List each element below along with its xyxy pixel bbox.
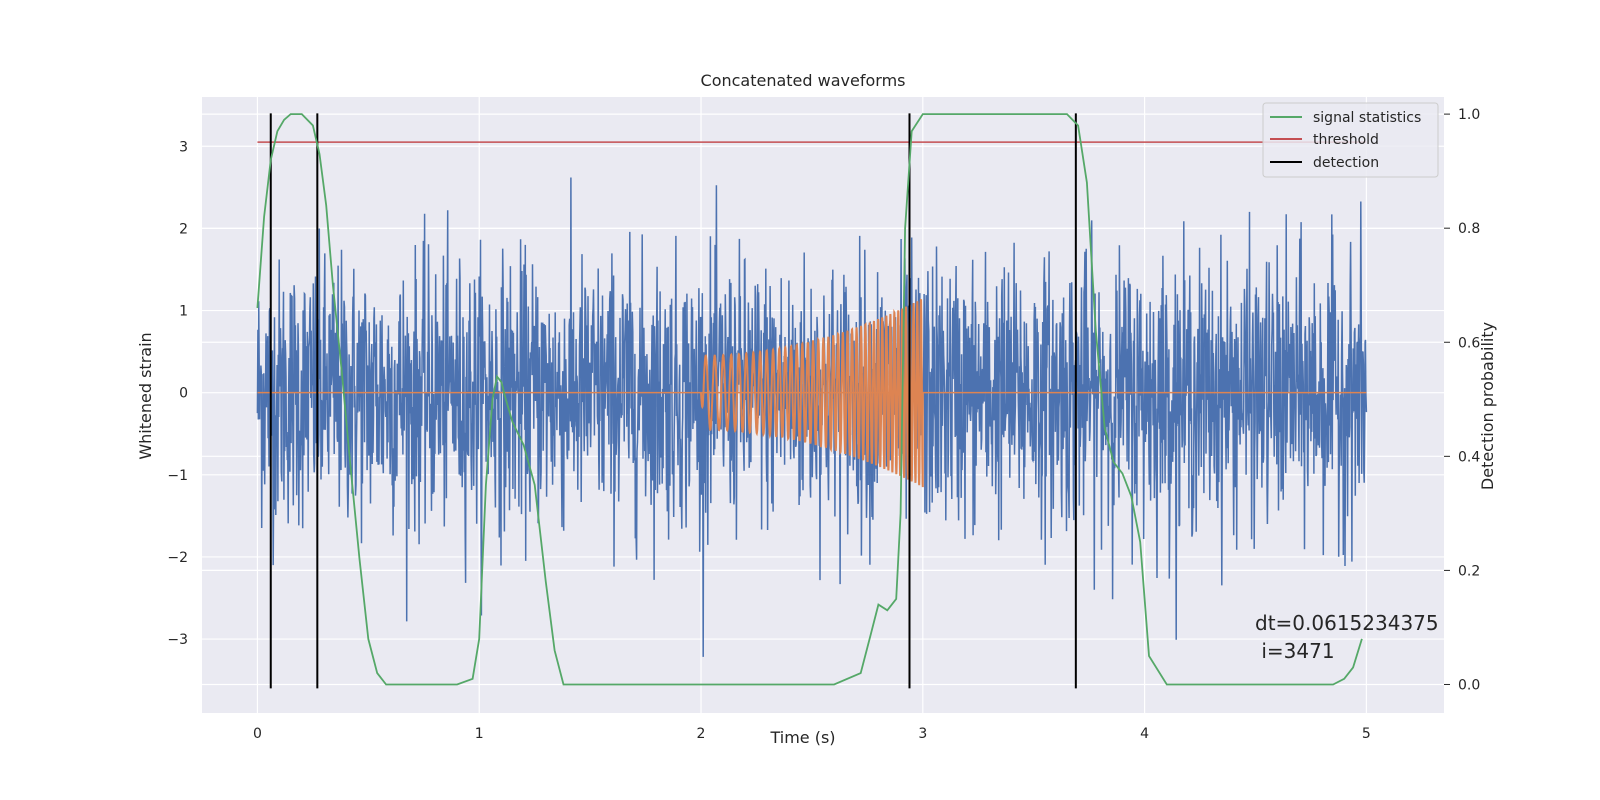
- y-tick-label-right: 0.2: [1458, 563, 1480, 579]
- y-tick-label: 3: [179, 139, 188, 155]
- series-layer: [256, 113, 1368, 689]
- template-series: [700, 298, 924, 488]
- y-tick-label: 2: [179, 221, 188, 237]
- y-tick-label-right: 0.8: [1458, 221, 1480, 237]
- y-tick-label-right: 0.6: [1458, 335, 1480, 351]
- y-ticks-right: 0.0 0.2 0.4 0.6 0.8 1.0: [1444, 107, 1480, 693]
- y-tick-label-right: 1.0: [1458, 107, 1480, 123]
- x-tick-label: 1: [475, 726, 484, 742]
- y-tick-label-right: 0.0: [1458, 677, 1480, 693]
- x-tick-label: 5: [1362, 726, 1371, 742]
- chart-title: Concatenated waveforms: [701, 71, 906, 90]
- y-tick-label: −3: [167, 632, 188, 648]
- y-tick-label: −2: [167, 550, 188, 566]
- x-axis-label: Time (s): [769, 728, 835, 747]
- x-tick-label: 3: [918, 726, 927, 742]
- y-tick-label-right: 0.4: [1458, 449, 1480, 465]
- y-tick-label: 0: [179, 386, 188, 402]
- detection-lines: [269, 113, 1077, 689]
- y-axis-label: Whitened strain: [136, 332, 155, 459]
- annotation-dt: dt=0.0615234375: [1255, 611, 1439, 635]
- legend-label-signal-statistics: signal statistics: [1313, 110, 1421, 126]
- annotation-i: i=3471: [1255, 639, 1335, 663]
- legend-label-threshold: threshold: [1313, 132, 1379, 148]
- y-axis-label-right: Detection probability: [1478, 322, 1497, 490]
- y-ticks-left: −3 −2 −1 0 1 2 3: [167, 139, 188, 648]
- x-tick-label: 4: [1140, 726, 1149, 742]
- signal-statistics-series: [256, 113, 1363, 686]
- legend-box: [1262, 102, 1439, 178]
- legend-label-detection: detection: [1313, 155, 1379, 171]
- x-tick-label: 0: [253, 726, 262, 742]
- y-tick-label: 1: [179, 304, 188, 320]
- x-ticks: 0 1 2 3 4 5: [253, 726, 1371, 742]
- y-tick-label: −1: [167, 468, 188, 484]
- legend: signal statistics threshold detection: [1262, 102, 1439, 178]
- x-tick-label: 2: [697, 726, 706, 742]
